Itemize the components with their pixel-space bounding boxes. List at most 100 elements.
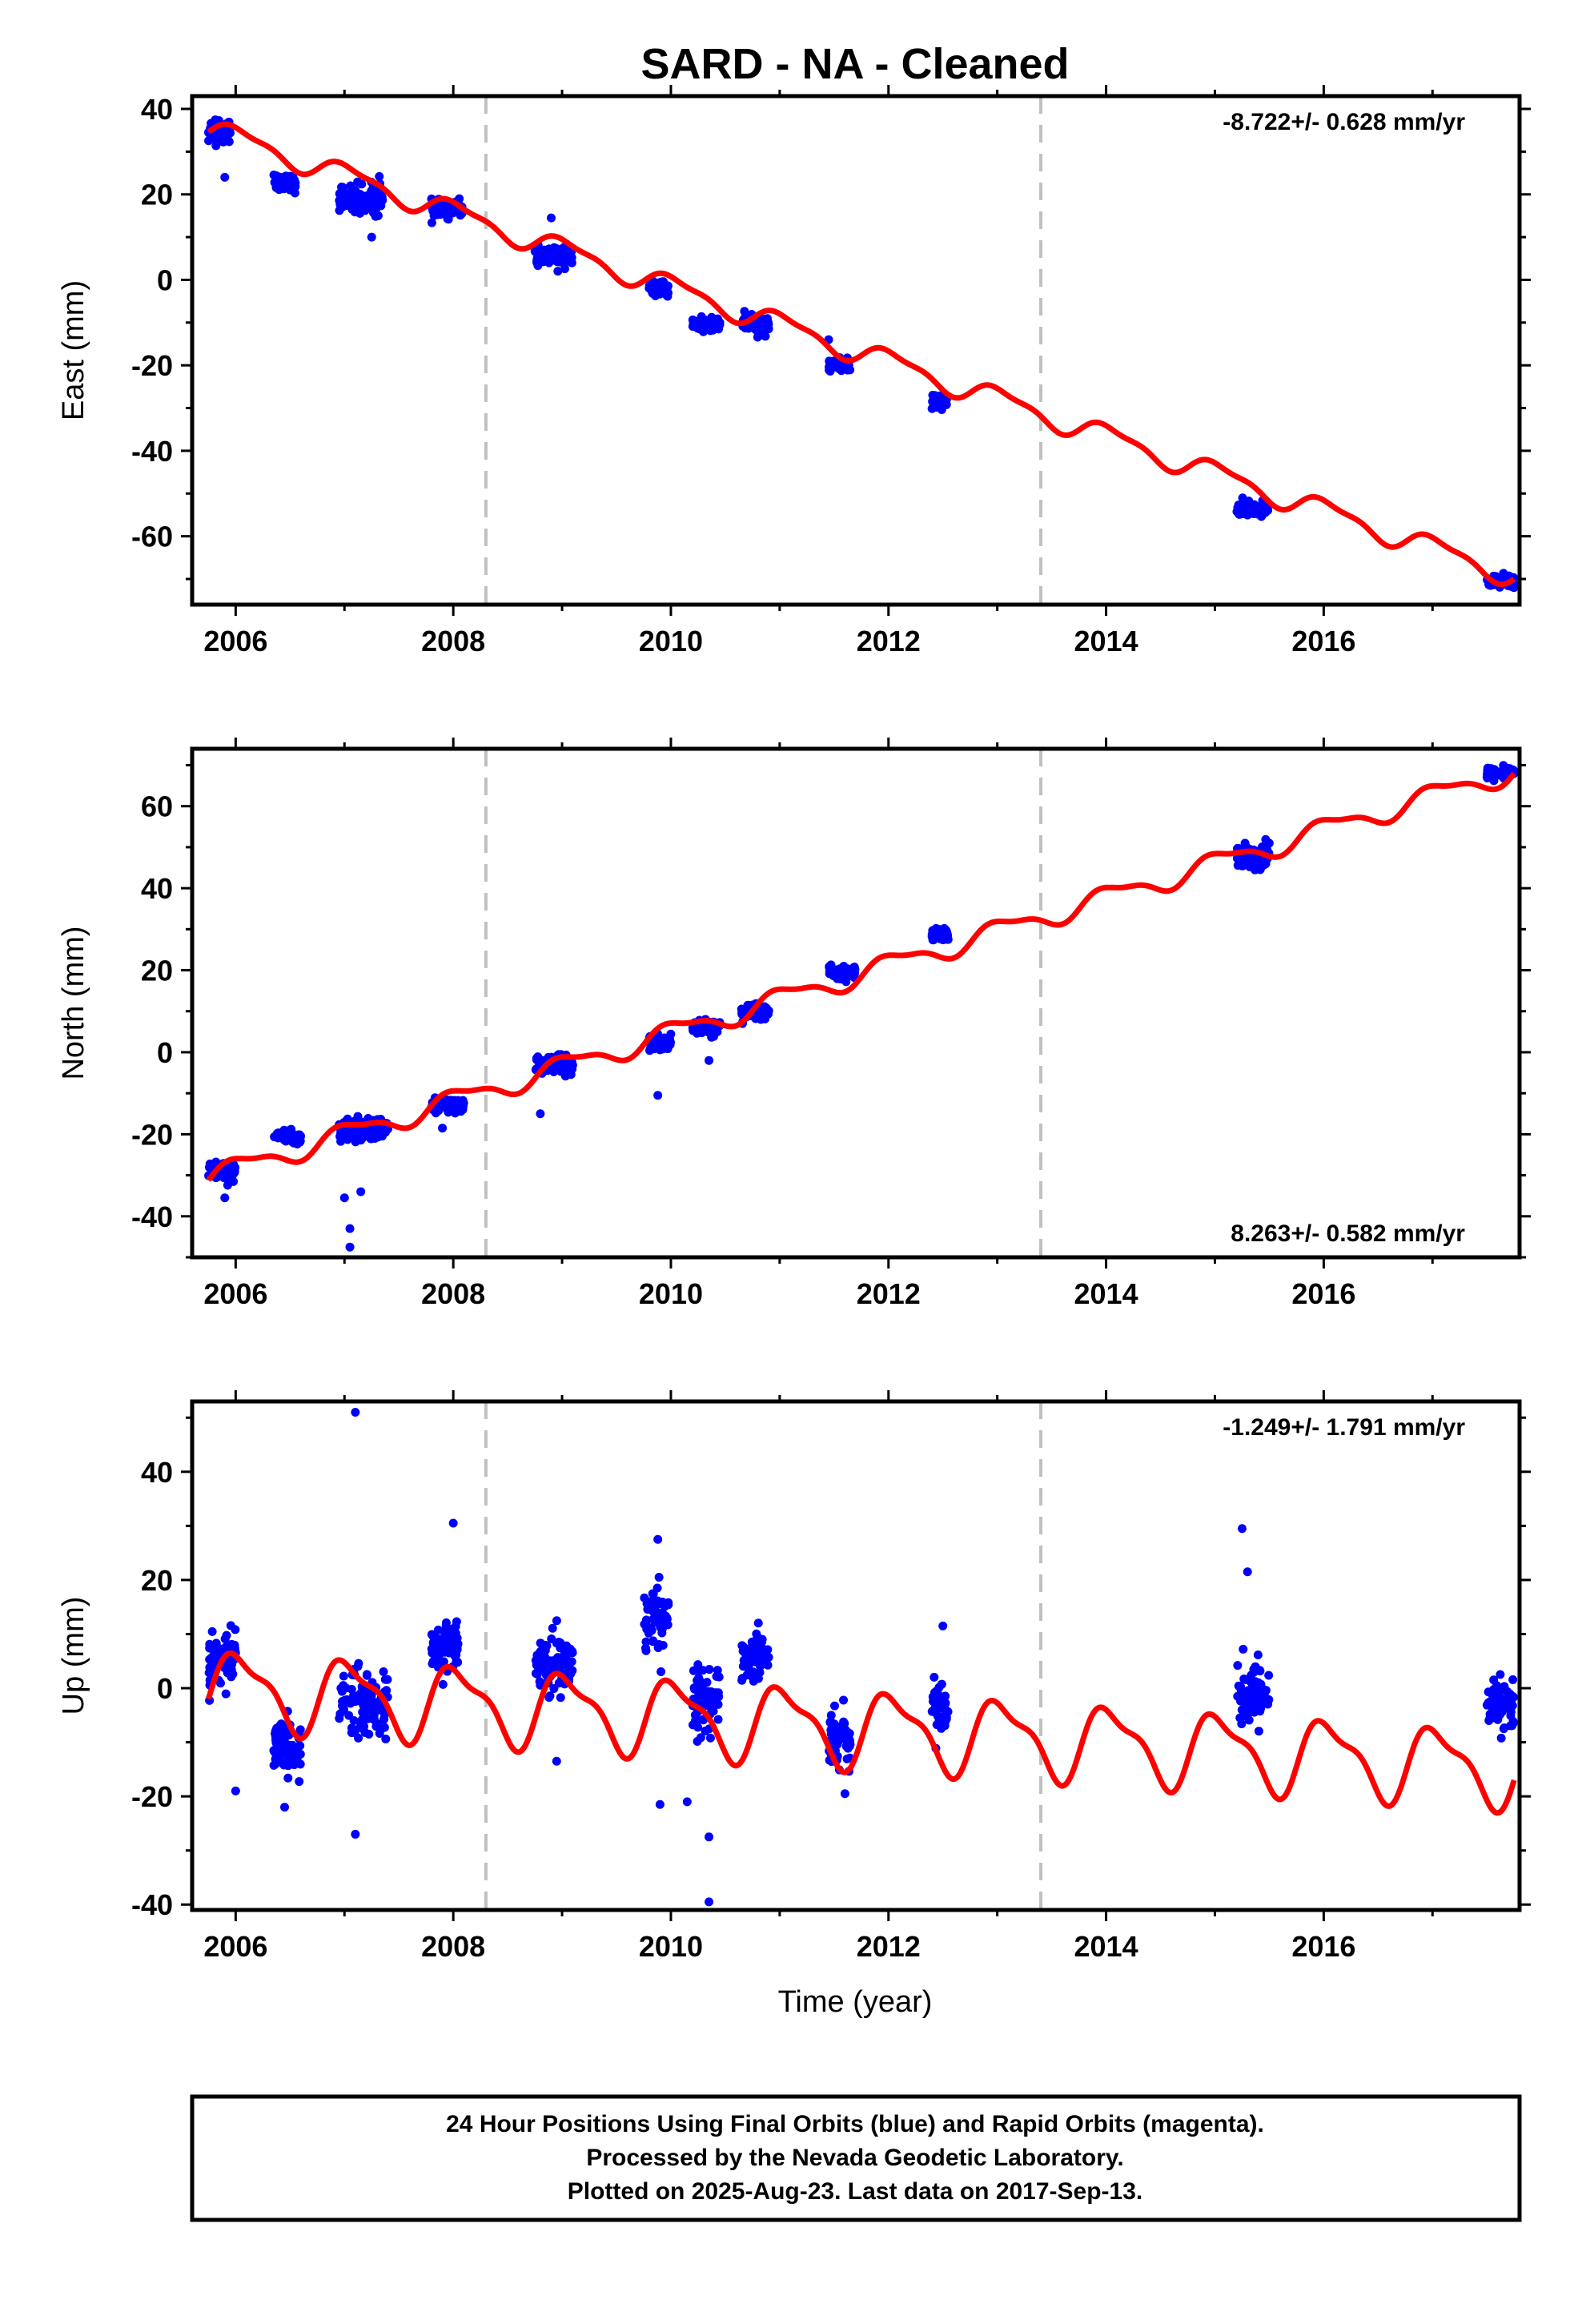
data-point (1254, 1727, 1263, 1736)
data-point (1497, 1707, 1507, 1717)
data-point (653, 1534, 663, 1544)
data-point (1233, 1661, 1243, 1671)
data-point (932, 1687, 942, 1696)
data-point (839, 1695, 849, 1705)
data-point (351, 1408, 360, 1417)
model-curve (206, 771, 1516, 1182)
data-point (363, 1130, 373, 1140)
y-axis-label: Up (mm) (57, 1597, 90, 1715)
data-point (270, 1747, 279, 1757)
data-point (648, 1589, 657, 1598)
x-tick-label: 2008 (421, 625, 485, 657)
data-point (295, 1750, 305, 1759)
data-point (1254, 1679, 1263, 1689)
data-point (340, 188, 350, 198)
data-point (1257, 510, 1267, 519)
y-axis-label: North (mm) (57, 926, 90, 1080)
data-point (705, 1897, 714, 1907)
data-point (227, 1640, 237, 1650)
data-point (753, 1618, 763, 1628)
data-point (455, 194, 464, 203)
data-point (697, 312, 706, 321)
data-point (280, 1803, 290, 1812)
data-point (375, 171, 384, 181)
data-point (295, 1777, 304, 1787)
data-point (429, 204, 439, 214)
data-point (1484, 1687, 1493, 1697)
data-point (451, 1103, 460, 1112)
data-point (930, 1694, 940, 1703)
data-point (938, 1712, 948, 1722)
data-point (436, 1637, 445, 1647)
data-point (223, 1668, 232, 1678)
x-tick-label: 2014 (1074, 625, 1138, 657)
data-point (641, 1637, 651, 1647)
data-point (220, 1193, 230, 1203)
data-point (221, 1166, 231, 1176)
x-tick-label: 2008 (421, 1277, 485, 1310)
data-point (941, 1691, 950, 1701)
data-point (370, 1715, 379, 1724)
data-point (1255, 503, 1265, 513)
data-point (220, 172, 230, 182)
data-point (1237, 1524, 1247, 1534)
footer-box: 24 Hour Positions Using Final Orbits (bl… (190, 2094, 1522, 2222)
data-point (1495, 1692, 1504, 1702)
plot-frame (190, 94, 1522, 607)
data-point (566, 255, 576, 265)
data-point (562, 1641, 572, 1651)
data-point (1261, 834, 1271, 844)
data-point (540, 1652, 550, 1662)
data-point (928, 396, 938, 406)
footer-line-1: 24 Hour Positions Using Final Orbits (bl… (446, 2111, 1264, 2137)
data-point (845, 1736, 855, 1746)
x-tick-label: 2016 (1291, 1277, 1355, 1310)
data-point (1496, 769, 1505, 778)
data-point (709, 1701, 719, 1711)
data-point (693, 1723, 703, 1732)
y-tick-label: 0 (157, 263, 173, 296)
rate-label: -8.722+/- 0.628 mm/yr (1223, 109, 1465, 135)
data-point (207, 1626, 217, 1636)
data-point (714, 1672, 724, 1682)
data-point (705, 1665, 714, 1675)
data-point (345, 1242, 355, 1252)
data-point (682, 1797, 692, 1807)
y-tick-label: -40 (131, 1888, 173, 1921)
data-point (351, 1829, 360, 1839)
data-point (763, 1645, 773, 1655)
data-point (849, 963, 859, 973)
data-point (1488, 1713, 1497, 1723)
data-point (1243, 497, 1253, 507)
x-tick-label: 2010 (639, 625, 703, 657)
data-point (1236, 858, 1246, 867)
data-point (433, 1625, 443, 1634)
north-panel: 2006 2008 2010 2012 2014 2016 -40 -20 0 20 40 60 Nor… (57, 738, 1531, 1310)
data-point (843, 361, 853, 371)
data-point (457, 1099, 467, 1108)
data-point (552, 1756, 561, 1766)
data-point (338, 202, 347, 211)
data-point (1508, 1721, 1517, 1731)
y-tick-label: 40 (141, 1456, 173, 1489)
data-point (1251, 1662, 1260, 1671)
data-point (290, 1134, 299, 1144)
data-point (761, 315, 770, 324)
data-point (291, 179, 300, 188)
data-point (211, 1157, 221, 1167)
y-tick-label: 40 (141, 872, 173, 905)
data-point (536, 1109, 545, 1119)
footer-line-2: Processed by the Nevada Geodetic Laborat… (586, 2145, 1123, 2171)
data-point (694, 1679, 704, 1688)
data-point (531, 247, 540, 257)
data-point (693, 1715, 702, 1725)
data-point (283, 1773, 293, 1783)
data-point (1247, 1688, 1256, 1698)
data-point (556, 1060, 566, 1070)
data-point (278, 1759, 287, 1768)
data-point (649, 1601, 659, 1610)
east-panel: 2006 2008 2010 2012 2014 2016 -60 -40 -20 0 20 40 Ea… (57, 85, 1531, 657)
y-tick-label: -20 (131, 349, 173, 382)
data-point (441, 1618, 451, 1627)
data-point (535, 1055, 544, 1065)
